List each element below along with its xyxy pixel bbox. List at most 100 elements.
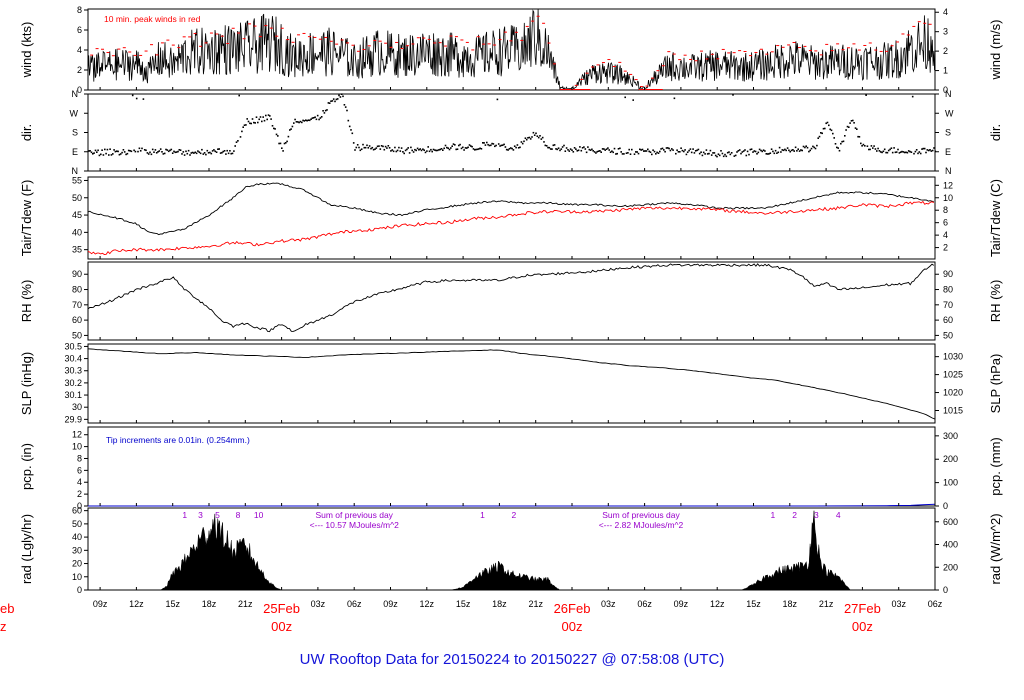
direction-point — [308, 119, 311, 122]
direction-point — [748, 153, 750, 156]
direction-point — [858, 136, 861, 138]
direction-point — [450, 147, 452, 149]
direction-point — [623, 153, 625, 155]
direction-point — [202, 153, 205, 155]
direction-point — [455, 148, 457, 151]
direction-point — [746, 150, 749, 153]
direction-point — [371, 146, 374, 149]
direction-point — [772, 150, 774, 153]
direction-point — [237, 140, 239, 142]
radiation-hour-marker: 10 — [254, 510, 264, 520]
x-tick-label: 12z — [420, 599, 435, 609]
radiation-hour-marker: 2 — [792, 510, 797, 520]
direction-point — [155, 152, 158, 154]
direction-point — [828, 124, 830, 127]
x-day-zulu-label: 00z — [562, 619, 583, 634]
direction-point — [283, 142, 286, 145]
direction-point — [305, 119, 307, 121]
direction-point — [764, 150, 766, 152]
direction-point — [215, 151, 218, 153]
direction-point — [392, 150, 395, 153]
direction-point — [745, 154, 748, 157]
y-tick-label-right: 60 — [943, 315, 953, 325]
direction-point — [190, 152, 193, 154]
direction-point — [109, 148, 111, 150]
y-tick-label-left: 50 — [72, 193, 82, 203]
direction-point — [443, 147, 445, 150]
direction-point — [657, 152, 660, 154]
direction-point — [96, 151, 98, 153]
direction-point — [887, 149, 890, 152]
y-tick-label-right: W — [945, 108, 954, 118]
direction-point — [596, 150, 598, 153]
direction-point — [762, 149, 765, 151]
direction-point — [332, 98, 335, 100]
direction-point — [206, 149, 209, 152]
direction-point — [651, 153, 653, 156]
direction-point — [698, 152, 701, 155]
direction-point — [902, 151, 905, 153]
y-tick-label-left: 30.1 — [64, 390, 82, 400]
direction-point — [882, 150, 885, 153]
direction-point — [98, 154, 101, 157]
direction-point — [101, 149, 103, 151]
direction-point — [454, 144, 456, 146]
direction-point — [89, 150, 91, 152]
direction-point — [223, 150, 226, 152]
direction-point — [575, 148, 577, 150]
direction-point — [760, 149, 762, 152]
direction-point — [619, 147, 621, 150]
direction-point — [543, 141, 545, 143]
direction-point — [458, 144, 460, 147]
direction-point — [133, 149, 135, 152]
direction-point — [209, 151, 211, 154]
direction-point — [295, 121, 298, 123]
direction-point — [163, 152, 166, 155]
precip-line — [88, 503, 936, 507]
direction-point — [229, 150, 231, 152]
panel-frame — [87, 176, 936, 260]
direction-point — [269, 115, 271, 117]
direction-point — [301, 121, 303, 124]
direction-point — [479, 147, 481, 150]
precip-note: Tip increments are 0.01in. (0.254mm.) — [106, 435, 250, 445]
direction-point — [428, 150, 431, 153]
direction-point — [516, 144, 519, 146]
direction-point — [175, 151, 178, 153]
direction-point — [766, 153, 769, 155]
direction-point — [466, 147, 468, 149]
x-tick-label: 18z — [783, 599, 798, 609]
direction-point — [129, 150, 131, 152]
direction-point — [478, 148, 480, 150]
direction-point — [366, 144, 368, 147]
direction-point — [925, 151, 927, 154]
direction-point — [744, 149, 746, 151]
direction-point — [222, 150, 224, 153]
direction-point — [426, 150, 428, 152]
x-tick-label: 12z — [710, 599, 725, 609]
direction-point — [412, 151, 415, 153]
direction-point — [311, 117, 314, 119]
direction-point — [282, 150, 284, 152]
direction-point — [285, 142, 287, 144]
direction-point — [416, 147, 419, 150]
y-tick-label-right: E — [945, 147, 951, 157]
direction-point — [702, 151, 705, 154]
y-tick-label-left: 0 — [77, 501, 82, 511]
direction-point — [726, 151, 729, 154]
direction-point — [420, 149, 423, 152]
direction-point — [267, 114, 270, 116]
direction-point — [375, 147, 378, 149]
direction-point — [380, 145, 383, 147]
y-tick-label-right: N — [945, 89, 952, 99]
direction-point — [214, 150, 216, 153]
direction-point — [589, 149, 592, 151]
direction-point — [291, 125, 294, 128]
radiation-hour-marker: 1 — [182, 510, 187, 520]
direction-point — [517, 147, 520, 149]
direction-point — [611, 150, 613, 152]
direction-point — [320, 116, 323, 118]
y-tick-label-right: 3 — [943, 27, 948, 37]
direction-point — [782, 149, 785, 152]
